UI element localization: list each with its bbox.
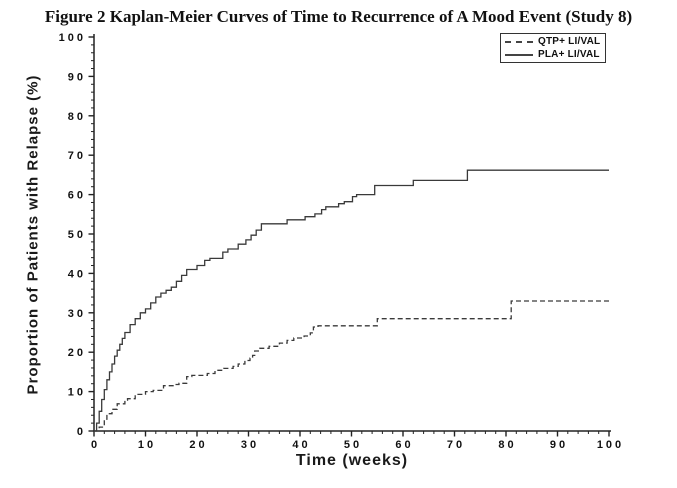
legend-label-pla: PLA+ LI/VAL — [538, 49, 600, 60]
x-tick-label: 80 — [498, 439, 516, 451]
y-tick-label: 10 — [68, 387, 86, 399]
figure-title: Figure 2 Kaplan-Meier Curves of Time to … — [44, 7, 633, 26]
x-tick-label: 40 — [292, 439, 310, 451]
x-tick-label: 50 — [344, 439, 362, 451]
x-tick-label: 70 — [447, 439, 465, 451]
y-tick-label: 40 — [68, 268, 86, 280]
y-tick-label: 70 — [68, 150, 86, 162]
y-tick-label: 90 — [68, 71, 86, 83]
x-tick-label: 60 — [395, 439, 413, 451]
x-tick-label: 20 — [189, 439, 207, 451]
y-tick-label: 60 — [68, 190, 86, 202]
y-tick-label: 50 — [68, 229, 86, 241]
legend-box: QTP+ LI/VAL PLA+ LI/VAL — [500, 33, 606, 63]
y-tick-label: 100 — [59, 32, 86, 44]
legend-label-qtp: QTP+ LI/VAL — [538, 36, 601, 47]
x-tick-label: 100 — [597, 439, 624, 451]
y-tick-label: 80 — [68, 111, 86, 123]
y-tick-label: 30 — [68, 308, 86, 320]
x-tick-label: 30 — [241, 439, 259, 451]
dashed-line-sample — [505, 40, 533, 43]
legend-item-qtp: QTP+ LI/VAL — [505, 35, 601, 48]
y-tick-label: 0 — [77, 426, 86, 438]
y-tick-label: 20 — [68, 347, 86, 359]
x-tick-label: 90 — [550, 439, 568, 451]
solid-line-sample — [505, 53, 533, 56]
series-qtp-li-val — [94, 300, 609, 432]
y-axis-label: Proportion of Patients with Relapse (%) — [24, 74, 42, 395]
x-axis-label: Time (weeks) — [295, 452, 409, 469]
x-tick-label: 0 — [91, 439, 100, 451]
x-tick-label: 10 — [138, 439, 156, 451]
legend-item-pla: PLA+ LI/VAL — [505, 48, 601, 61]
series-pla-li-val — [94, 169, 609, 432]
